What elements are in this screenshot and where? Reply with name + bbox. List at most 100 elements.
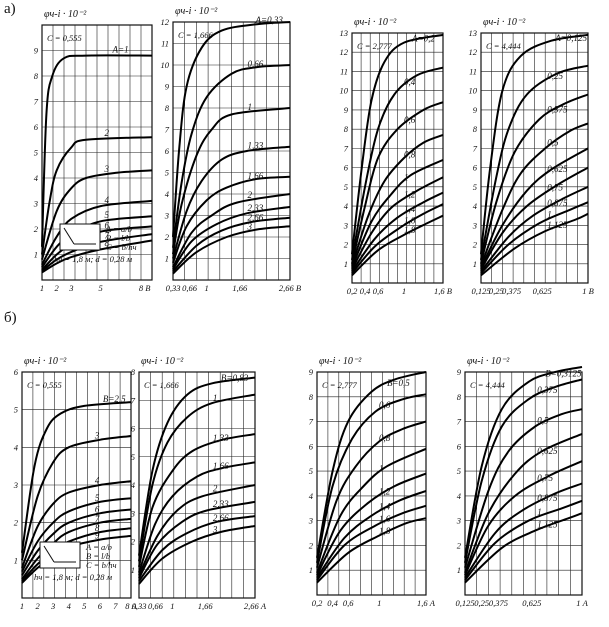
y-tick-label: 10 [340,86,349,96]
y-tick-label: 5 [14,405,18,415]
series-line [351,101,444,265]
c-annotation: C = 0,555 [27,380,62,390]
series-label: 3 [247,221,253,231]
series-label: 8 [105,238,110,248]
y-tick-label: 3 [13,480,18,490]
inset-note: hч = 1,8 м; d = 0,28 м [34,572,113,582]
x-tick-label: 1 А [576,598,588,608]
x-tick-label: 0,33 [132,601,147,611]
series-label: 2 [105,128,110,138]
x-tick-label: 0,25 [474,598,489,608]
series-line [41,199,153,266]
x-tick-label: 1 [402,286,406,296]
y-tick-label: 4 [131,480,136,490]
x-tick-label: 1 [170,601,174,611]
c-annotation: C = 4,444 [486,41,522,51]
series-label: 1 [547,210,552,220]
x-tick-label: 0,2 [312,598,323,608]
series-line [172,145,291,259]
series-label: 2,33 [213,499,229,509]
series-line [21,480,132,569]
series-label: 4 [105,195,110,205]
x-tick-label: 3 [50,601,55,611]
x-tick-label: 0,2 [347,286,358,296]
x-tick-label: 7 [113,601,118,611]
series-label: 1,8 [379,526,391,536]
x-tick-label: 1 В [582,286,594,296]
series-line [480,64,589,261]
y-tick-label: 8 [34,71,39,81]
y-tick-label: 6 [457,441,462,451]
series-line [138,515,256,582]
series-label: 3 [212,524,218,534]
y-tick-label: 7 [131,395,136,405]
x-tick-label: 1 [205,283,209,293]
series-line [316,517,427,584]
series-line [316,504,427,581]
y-tick-label: 2 [34,224,39,234]
series-label: 1 [404,173,409,183]
y-tick-label: 2 [309,540,314,550]
series-line [351,176,444,270]
c-annotation: C = 2,777 [322,380,358,390]
series-line [480,93,589,265]
y-tick-label: 7 [473,143,478,153]
series-line [464,499,583,581]
series-label: 0,8 [404,149,416,159]
y-tick-label: 4 [457,491,462,501]
x-tick-label: 0,125 [471,286,490,296]
series-line [172,107,291,255]
series-label: 3 [94,430,100,440]
series-line [480,147,589,269]
x-tick-label: 0,66 [182,283,198,293]
series-line [316,393,427,563]
y-tick-label: 3 [472,220,477,230]
y-tick-label: 1 [34,250,38,260]
y-tick-label: 13 [340,28,349,38]
x-tick-label: 0,375 [502,286,521,296]
series-label: 0,625 [547,164,568,174]
series-label: B=2,5 [103,394,126,404]
series-label: 1,2 [379,486,391,496]
series-line [172,21,291,238]
series-label: B=0,3125 [545,368,582,378]
x-tick-label: 0,66 [148,601,164,611]
series-label: 2 [248,190,253,200]
series-line [138,461,256,573]
series-label: 0,75 [547,182,563,192]
grid-lines [465,371,582,595]
series-label: 4 [95,476,100,486]
plot-frame [41,24,153,281]
y-tick-label: 5 [131,452,135,462]
y-tick-label: 3 [130,508,135,518]
x-tick-label: 0,33 [166,283,181,293]
section-label-b: б) [4,310,17,326]
series-line [172,175,291,264]
c-annotation: C = 1,666 [178,30,214,40]
series-line [480,212,589,277]
y-tick-label: 5 [457,466,461,476]
series-label: 0,375 [537,385,558,395]
series-line [351,158,444,268]
series-line [172,225,291,275]
series-label: 0,8 [379,433,391,443]
series-line [464,512,583,584]
y-tick-label: 4 [344,201,349,211]
series-line [138,433,256,568]
y-tick-label: 2 [457,540,462,550]
series-line [21,401,132,553]
series-label: 0,875 [547,198,568,208]
series-label: 1,33 [213,433,229,443]
y-tick-label: 3 [164,211,169,221]
legend-text: B = l/b [86,551,110,561]
x-tick-label: 1,66 [198,601,214,611]
c-annotation: C = 2,777 [357,41,393,51]
y-tick-label: 2 [473,240,478,250]
y-tick-label: 3 [308,516,313,526]
y-tick-label: 5 [34,148,38,158]
y-tick-label: 11 [340,66,348,76]
series-label: 7 [105,230,110,240]
